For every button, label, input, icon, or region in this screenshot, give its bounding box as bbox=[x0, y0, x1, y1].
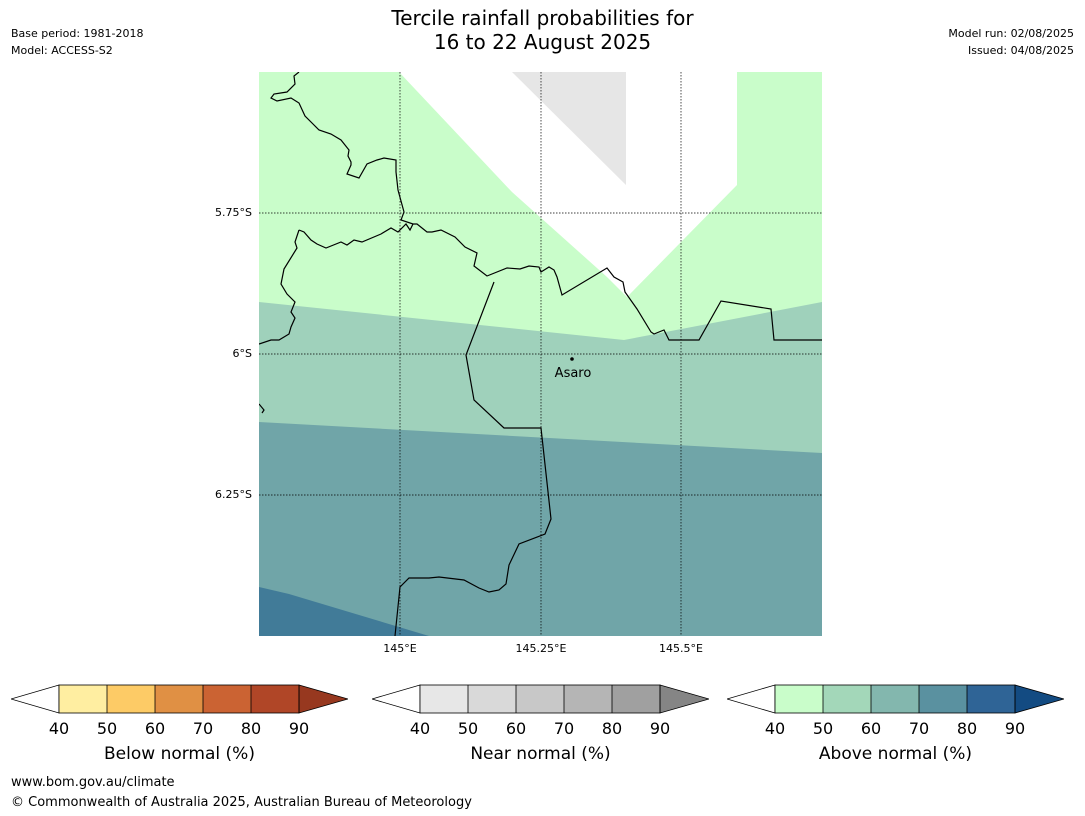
model-name: Model: ACCESS-S2 bbox=[11, 44, 113, 57]
colorbar-segment bbox=[775, 685, 823, 713]
tick-label: 70 bbox=[908, 719, 930, 738]
graticule bbox=[259, 72, 822, 636]
region-above-70-80 bbox=[259, 587, 429, 636]
colorbar-extension-high bbox=[1014, 684, 1066, 714]
colorbar-near-normal bbox=[370, 684, 711, 714]
tick-label: 70 bbox=[553, 719, 575, 738]
colorbar-segment bbox=[155, 685, 203, 713]
asaro-marker bbox=[570, 357, 574, 361]
legend-below-normal: 40 50 60 70 80 90 Below normal (%) bbox=[9, 681, 350, 771]
legend-title-below: Below normal (%) bbox=[104, 744, 255, 764]
place-label-asaro: Asaro bbox=[555, 366, 592, 381]
colorbar-extension-low bbox=[370, 684, 421, 714]
footer-copyright: © Commonwealth of Australia 2025, Austra… bbox=[11, 795, 472, 810]
tick-label: 50 bbox=[96, 719, 118, 738]
colorbar-ticks-below: 40 50 60 70 80 90 bbox=[11, 719, 348, 739]
legend-title-above: Above normal (%) bbox=[818, 744, 973, 764]
colorbar-extension-low bbox=[9, 684, 60, 714]
legend-above-normal: 40 50 60 70 80 90 Above normal (%) bbox=[725, 681, 1066, 771]
colorbar-segment bbox=[420, 685, 468, 713]
colorbar-segment bbox=[516, 685, 564, 713]
colorbar-segment bbox=[107, 685, 155, 713]
lon-label-145: 145°E bbox=[383, 642, 417, 655]
tick-label: 40 bbox=[409, 719, 431, 738]
tick-label: 70 bbox=[192, 719, 214, 738]
region-no-dominant bbox=[399, 72, 737, 297]
colorbar-extension-high bbox=[298, 684, 350, 714]
legend-title-near: Near normal (%) bbox=[470, 744, 611, 764]
colorbar-segment bbox=[919, 685, 967, 713]
tick-label: 90 bbox=[288, 719, 310, 738]
tick-label: 40 bbox=[48, 719, 70, 738]
colorbar-ticks-above: 40 50 60 70 80 90 bbox=[727, 719, 1064, 739]
tick-label: 50 bbox=[457, 719, 479, 738]
tick-label: 60 bbox=[144, 719, 166, 738]
metadata-right: Model run: 02/08/2025 Issued: 04/08/2025 bbox=[948, 25, 1074, 59]
region-above-60-70 bbox=[259, 422, 822, 636]
map-title: Tercile rainfall probabilities for 16 to… bbox=[0, 6, 1085, 54]
tick-label: 80 bbox=[956, 719, 978, 738]
tick-label: 80 bbox=[240, 719, 262, 738]
colorbar-segment bbox=[468, 685, 516, 713]
title-line2: 16 to 22 August 2025 bbox=[433, 30, 652, 54]
colorbar-segment bbox=[967, 685, 1015, 713]
tick-label: 90 bbox=[1004, 719, 1026, 738]
tick-label: 60 bbox=[505, 719, 527, 738]
tick-label: 80 bbox=[601, 719, 623, 738]
lon-label-145-5: 145.5°E bbox=[659, 642, 703, 655]
tick-label: 60 bbox=[860, 719, 882, 738]
colorbar-segment bbox=[871, 685, 919, 713]
lat-label-5-75: 5.75°S bbox=[215, 206, 252, 219]
colorbar-segment bbox=[251, 685, 299, 713]
legend-near-normal: 40 50 60 70 80 90 Near normal (%) bbox=[370, 681, 711, 771]
map-canvas: Asaro bbox=[259, 72, 822, 636]
model-run: Model run: 02/08/2025 bbox=[948, 27, 1074, 40]
tick-label: 40 bbox=[764, 719, 786, 738]
colorbar-above-normal bbox=[725, 684, 1066, 714]
region-near-40-50 bbox=[512, 72, 626, 185]
lat-label-6: 6°S bbox=[232, 347, 252, 360]
footer-url[interactable]: www.bom.gov.au/climate bbox=[11, 775, 175, 790]
issued-date: Issued: 04/08/2025 bbox=[967, 44, 1074, 57]
colorbar-segment bbox=[59, 685, 107, 713]
colorbar-segment bbox=[823, 685, 871, 713]
colorbar-segment bbox=[203, 685, 251, 713]
province-boundaries bbox=[259, 72, 822, 636]
lon-label-145-25: 145.25°E bbox=[515, 642, 567, 655]
base-period: Base period: 1981-2018 bbox=[11, 27, 144, 40]
lat-label-6-25: 6.25°S bbox=[215, 488, 252, 501]
colorbar-extension-low bbox=[725, 684, 776, 714]
colorbar-segment bbox=[564, 685, 612, 713]
tick-label: 90 bbox=[649, 719, 671, 738]
tick-label: 50 bbox=[812, 719, 834, 738]
metadata-left: Base period: 1981-2018 Model: ACCESS-S2 bbox=[11, 25, 143, 59]
title-line1: Tercile rainfall probabilities for bbox=[391, 6, 694, 30]
colorbar-segment bbox=[612, 685, 660, 713]
colorbar-below-normal bbox=[9, 684, 350, 714]
colorbar-ticks-near: 40 50 60 70 80 90 bbox=[372, 719, 709, 739]
colorbar-extension-high bbox=[659, 684, 711, 714]
